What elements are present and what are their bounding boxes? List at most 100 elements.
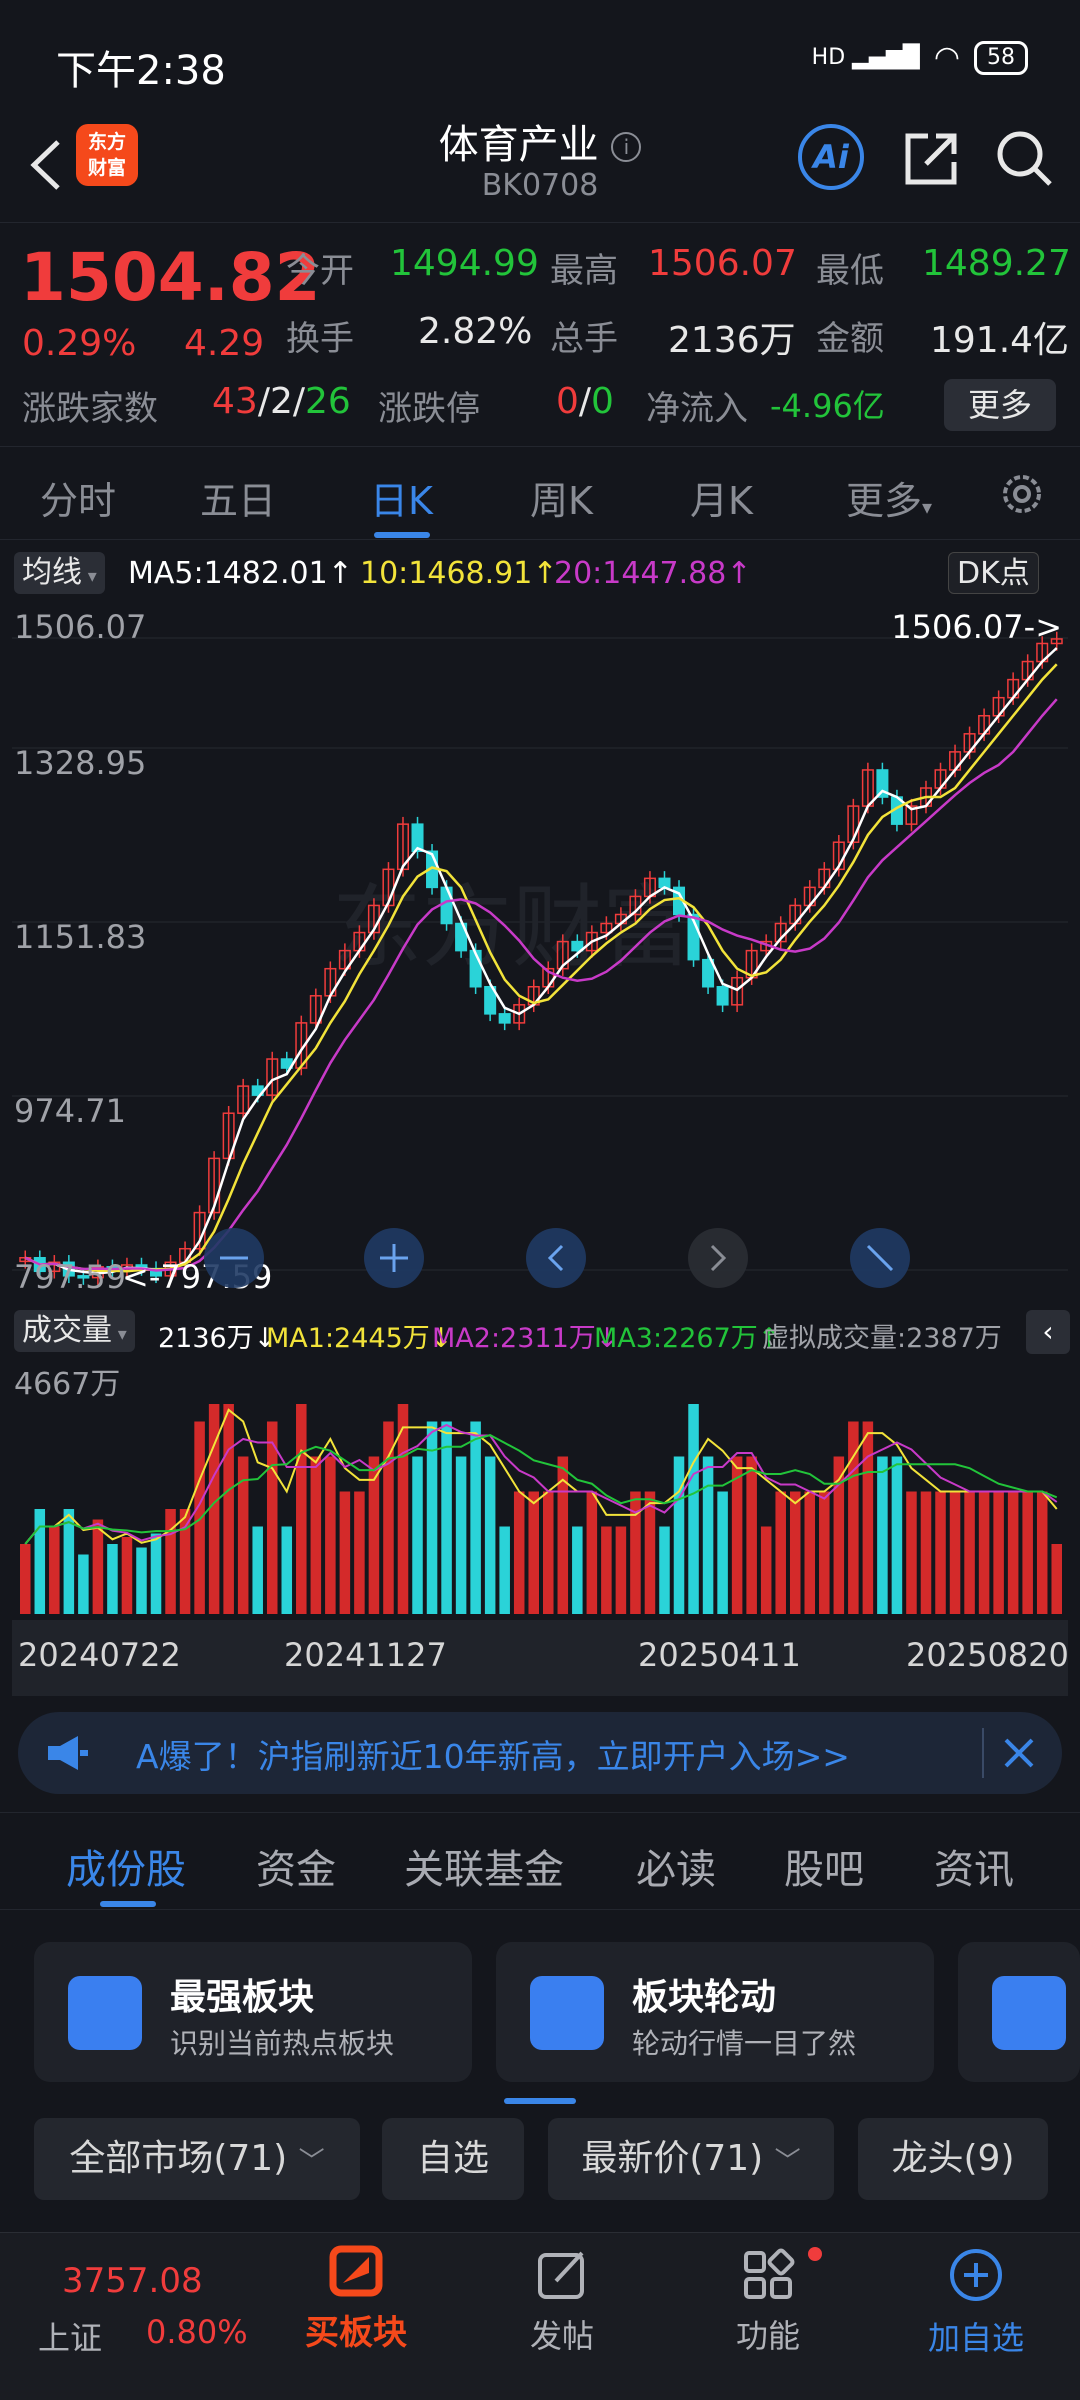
scroll-left-button[interactable] <box>526 1228 586 1288</box>
volume-bar <box>920 1491 932 1614</box>
ai-button[interactable]: Ai <box>798 124 864 190</box>
nav-functions[interactable]: 功能 <box>708 2247 828 2357</box>
tab-five-day[interactable]: 五日 <box>200 479 277 523</box>
volume-bar <box>92 1519 104 1614</box>
dk-point-button[interactable]: DK点 <box>948 552 1039 594</box>
scroll-right-button[interactable] <box>688 1228 748 1288</box>
card-title: 最强板块 <box>170 1977 315 2018</box>
battery-icon: 58 <box>974 40 1028 75</box>
volume-bar <box>935 1491 946 1614</box>
info-icon[interactable]: i <box>611 132 642 162</box>
date-axis: 20240722 20241127 20250411 20250820 <box>12 1620 1069 1696</box>
volume-chart[interactable]: 4667万 <box>12 1358 1068 1618</box>
volume-bar <box>150 1533 162 1614</box>
ma-bar: 均线 ▾ MA5:1482.01↑ 10:1468.91↑ 20:1447.88… <box>0 548 1080 598</box>
volume-bar <box>397 1404 409 1614</box>
volume-bar <box>237 1456 249 1614</box>
inflow-value: -4.96亿 <box>770 387 885 425</box>
y-label-5: 797.59 <box>14 1258 126 1296</box>
candle <box>702 958 715 988</box>
volume-bar <box>688 1404 699 1614</box>
more-button[interactable]: 更多 <box>944 379 1056 431</box>
volume-bar <box>296 1404 307 1614</box>
volume-bar <box>615 1526 627 1614</box>
tab-news[interactable]: 资讯 <box>934 1847 1014 1893</box>
watchlist-filter[interactable]: 自选 <box>382 2118 524 2200</box>
section-tab-indicator <box>100 1901 156 1907</box>
ma-selector[interactable]: 均线 ▾ <box>14 552 105 594</box>
tab-intraday[interactable]: 分时 <box>40 479 117 523</box>
volume-bar <box>383 1421 394 1614</box>
tab-related-funds[interactable]: 关联基金 <box>404 1847 564 1893</box>
nav-post[interactable]: 发帖 <box>502 2247 622 2357</box>
volume-bar <box>121 1537 133 1614</box>
index-value[interactable]: 3757.08 <box>62 2261 203 2301</box>
app-logo: 东方 财富 <box>76 124 138 186</box>
volume-bar <box>993 1491 1004 1614</box>
back-button[interactable] <box>18 130 78 200</box>
volume-bar <box>412 1456 423 1614</box>
tab-monthly-k[interactable]: 月K <box>690 479 753 523</box>
volume-bar <box>760 1526 772 1614</box>
index-name[interactable]: 上证 <box>38 2319 103 2357</box>
volume-bar <box>949 1491 961 1614</box>
vol-ma3-line <box>24 1434 1058 1545</box>
candle <box>716 986 729 1006</box>
volume-bar <box>325 1456 336 1614</box>
tab-daily-k[interactable]: 日K <box>370 479 433 523</box>
tab-forum[interactable]: 股吧 <box>784 1847 864 1893</box>
amount-value: 191.4亿 <box>930 320 1070 361</box>
card-strongest-sector[interactable]: 最强板块 识别当前热点板块 <box>34 1942 472 2082</box>
candle <box>687 913 700 961</box>
ma10-line <box>24 663 1058 1273</box>
zoom-out-button[interactable] <box>204 1228 264 1288</box>
volume-selector[interactable]: 成交量 ▾ <box>14 1310 135 1352</box>
gear-icon[interactable] <box>996 468 1048 520</box>
volume-bar <box>630 1491 641 1614</box>
tab-must-read[interactable]: 必读 <box>636 1847 716 1893</box>
volume-bar <box>252 1526 263 1614</box>
ma20-line <box>24 698 1058 1272</box>
volume-bar <box>49 1526 60 1614</box>
card-partial[interactable] <box>958 1942 1080 2082</box>
tab-funds[interactable]: 资金 <box>256 1847 336 1893</box>
volume-bar <box>1022 1491 1033 1614</box>
tab-weekly-k[interactable]: 周K <box>530 479 593 523</box>
candle <box>513 1004 526 1024</box>
card-sector-rotation[interactable]: 板块轮动 轮动行情一目了然 <box>496 1942 934 2082</box>
promo-banner[interactable]: A爆了！沪指刷新近10年新高，立即开户入场>> <box>18 1712 1062 1794</box>
kline-chart[interactable]: 东方财富 1506.07 1328.95 1151.83 974.71 797.… <box>12 598 1068 1298</box>
breadth-label: 涨跌家数 <box>22 389 158 429</box>
index-change[interactable]: 0.80% <box>146 2313 248 2351</box>
candle <box>905 805 918 825</box>
nav-buy-sector[interactable]: 买板块 <box>296 2243 416 2354</box>
volume-bar <box>208 1404 220 1614</box>
inflow-label: 净流入 <box>646 389 748 429</box>
volume-bar <box>34 1509 46 1614</box>
tab-more[interactable]: 更多▾ <box>846 479 933 523</box>
ma5-line <box>24 647 1058 1275</box>
market-filter[interactable]: 全部市场(71) ﹀ <box>34 2118 360 2200</box>
volume-bar <box>281 1526 293 1614</box>
leader-filter[interactable]: 龙头(9) <box>858 2118 1048 2200</box>
candle <box>498 1013 511 1024</box>
fullscreen-button[interactable] <box>850 1228 910 1288</box>
price-sort-filter[interactable]: 最新价(71) ﹀ <box>548 2118 834 2200</box>
collapse-indicator-button[interactable]: ‹ <box>1026 1310 1070 1354</box>
turnover-value: 2.82% <box>418 311 533 352</box>
vol-ma2-line <box>24 1423 1058 1545</box>
high-value: 1506.07 <box>648 243 797 284</box>
close-icon[interactable] <box>1002 1736 1036 1770</box>
promo-text[interactable]: A爆了！沪指刷新近10年新高，立即开户入场>> <box>136 1737 850 1776</box>
tab-constituents[interactable]: 成份股 <box>66 1847 186 1893</box>
share-icon[interactable] <box>900 126 964 190</box>
card-title: 板块轮动 <box>632 1977 777 2018</box>
volume-bar <box>426 1421 438 1614</box>
candle <box>309 995 322 1024</box>
search-icon[interactable] <box>992 126 1056 190</box>
volume-bar <box>819 1491 830 1614</box>
zoom-in-button[interactable] <box>364 1228 424 1288</box>
volume-bar <box>789 1491 801 1614</box>
nav-add-watchlist[interactable]: 加自选 <box>916 2245 1036 2359</box>
volume-bar <box>775 1491 786 1614</box>
